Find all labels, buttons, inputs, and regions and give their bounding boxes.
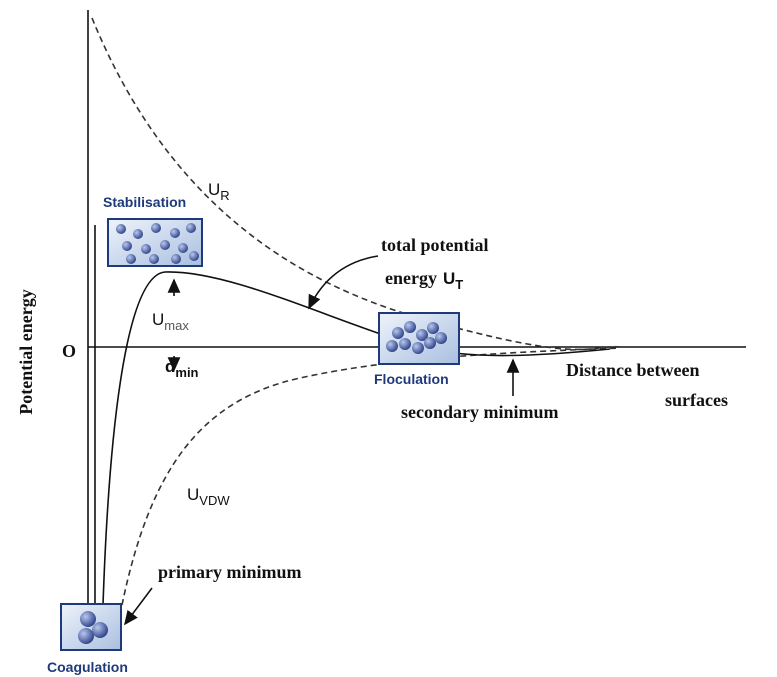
attraction-curve — [121, 347, 621, 606]
floculation-label: Floculation — [374, 371, 449, 387]
total-curve — [102, 271, 611, 606]
arrow — [124, 587, 153, 626]
secondary-minimum-label: secondary minimum — [401, 402, 559, 422]
origin-label: O — [62, 341, 76, 361]
total-label: total potential — [381, 235, 489, 255]
x-axis-label: Distance between — [566, 360, 699, 380]
primary-minimum-label: primary minimum — [158, 562, 302, 582]
u-r-label: UR — [208, 180, 230, 203]
stabilisation-box — [107, 218, 203, 267]
u-vdw-label: UVDW — [187, 485, 230, 508]
d-min-label: dmin — [165, 357, 199, 380]
floculation-box — [378, 312, 460, 365]
y-axis-label: Potential energy — [16, 289, 36, 414]
coagulation-box — [60, 603, 122, 651]
coagulation-label: Coagulation — [47, 659, 128, 675]
u-max-label: Umax — [152, 310, 189, 333]
arrow — [308, 255, 379, 310]
total-label: energy UT — [385, 268, 463, 292]
repulsion-curve — [91, 17, 621, 351]
x-axis-label: surfaces — [665, 390, 728, 410]
stabilisation-label: Stabilisation — [103, 194, 186, 210]
